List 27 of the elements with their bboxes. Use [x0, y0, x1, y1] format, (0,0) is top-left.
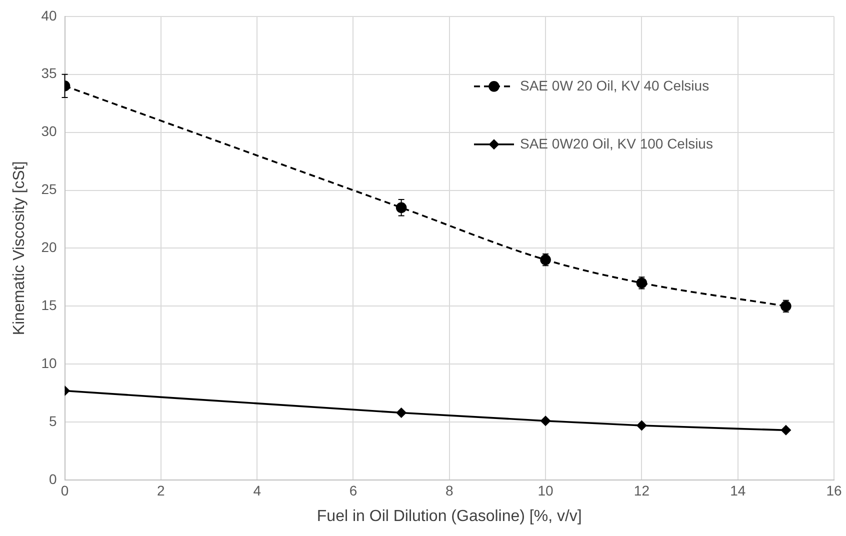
point [396, 202, 407, 214]
y-tick-label: 10 [41, 354, 57, 371]
x-tick-label: 6 [349, 482, 358, 498]
x-tick-label: 0 [60, 482, 69, 498]
x-tick-label: 14 [730, 482, 746, 498]
legend-label: SAE 0W 20 Oil, KV 40 Celsius [520, 77, 710, 94]
y-tick-label: 20 [41, 239, 57, 256]
x-tick-label: 4 [253, 482, 262, 498]
point [396, 408, 406, 418]
y-tick-label: 30 [41, 123, 57, 140]
x-axis-title: Fuel in Oil Dilution (Gasoline) [%, v/v] [316, 508, 582, 525]
legend-label: SAE 0W20 Oil, KV 100 Celsius [520, 135, 713, 152]
point [540, 416, 550, 426]
y-axis-title: Kinematic Viscosity [cSt] [11, 161, 28, 336]
x-tick-label: 16 [826, 482, 842, 498]
point [636, 420, 647, 430]
point [781, 425, 791, 436]
x-tick-label: 2 [157, 482, 166, 498]
y-tick-label: 40 [41, 7, 57, 24]
x-tick-label: 8 [445, 482, 454, 498]
x-tick-label: 12 [634, 482, 650, 498]
x-tick-label: 10 [538, 482, 554, 498]
y-tick-label: 25 [41, 181, 57, 198]
y-tick-label: 35 [41, 65, 57, 82]
y-tick-label: 15 [41, 297, 57, 314]
y-tick-label: 0 [48, 470, 57, 487]
y-tick-label: 5 [48, 412, 57, 429]
